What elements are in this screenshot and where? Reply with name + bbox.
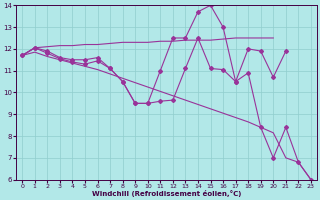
- X-axis label: Windchill (Refroidissement éolien,°C): Windchill (Refroidissement éolien,°C): [92, 190, 241, 197]
